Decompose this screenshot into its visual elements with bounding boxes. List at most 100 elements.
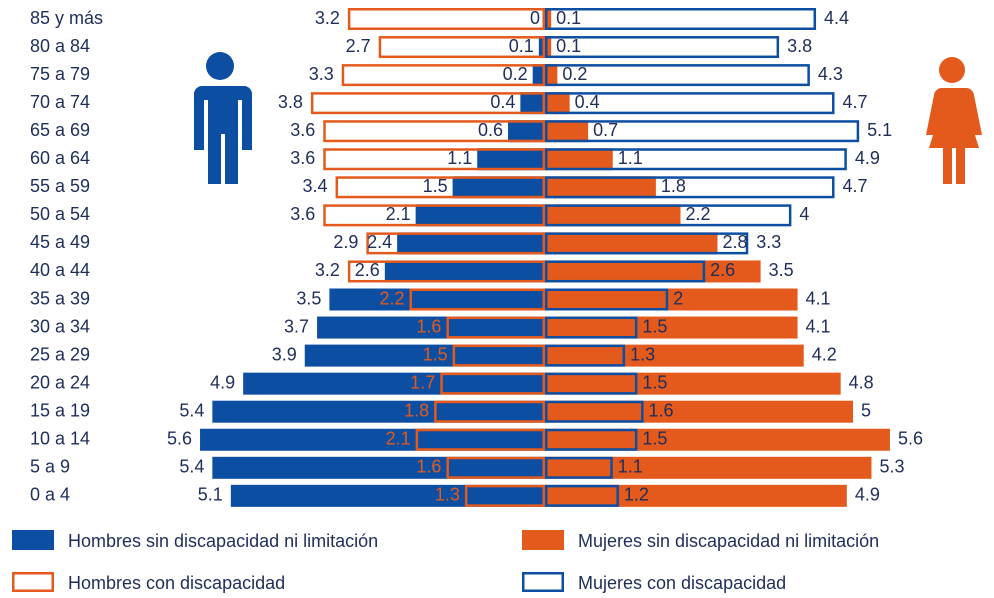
bar-outline (434, 400, 545, 423)
bar (545, 36, 552, 59)
value-label: 1.6 (416, 457, 441, 477)
value-label: 1.6 (416, 316, 441, 336)
value-label: 4.7 (843, 176, 868, 196)
bar (545, 456, 872, 479)
value-label: 0.1 (556, 8, 581, 28)
value-label: 3.6 (290, 148, 315, 168)
bar-outline (341, 64, 545, 87)
value-label: 3.8 (278, 92, 303, 112)
value-label: 4.3 (818, 64, 843, 84)
bar (545, 176, 656, 199)
bar (545, 344, 804, 367)
bar-outline (545, 8, 817, 30)
value-label: 4.1 (806, 316, 831, 336)
bar (532, 64, 545, 87)
value-label: 1.1 (447, 148, 472, 168)
legend-swatch (522, 572, 564, 592)
value-label: 1.7 (410, 372, 435, 392)
bar-outline (545, 232, 749, 255)
bar-outline (366, 232, 545, 255)
y-tick-label: 30 a 34 (30, 316, 90, 336)
value-label: 2.2 (379, 288, 404, 308)
bar (545, 400, 853, 423)
bar-outline (415, 428, 546, 451)
bar-outline (446, 316, 545, 339)
value-label: 4.9 (855, 485, 880, 505)
bar-outline (452, 344, 546, 367)
value-label: 0.4 (490, 92, 515, 112)
value-label: 3.2 (315, 8, 340, 28)
bar (200, 428, 546, 451)
bar (545, 372, 841, 395)
value-label: 2.9 (333, 232, 358, 252)
bar (317, 316, 545, 339)
value-label: 5.6 (898, 429, 923, 449)
y-tick-label: 10 a 14 (30, 429, 90, 449)
y-tick-label: 40 a 44 (30, 260, 90, 280)
woman-icon (926, 57, 982, 184)
value-label: 0.4 (575, 92, 600, 112)
y-tick-label: 50 a 54 (30, 204, 90, 224)
bar (212, 400, 546, 423)
value-label: 1.8 (661, 176, 686, 196)
bar-outline (347, 8, 545, 30)
bar (545, 64, 558, 87)
bar-outline (545, 372, 638, 395)
value-label: 2.6 (355, 260, 380, 280)
value-label: 1.1 (618, 148, 643, 168)
bar (243, 372, 545, 395)
y-tick-label: 60 a 64 (30, 148, 90, 168)
y-tick-label: 25 a 29 (30, 344, 90, 364)
bar-outline (545, 400, 644, 423)
y-tick-label: 85 y más (30, 8, 103, 28)
bar-outline (545, 456, 613, 479)
bar (304, 344, 545, 367)
bar (545, 316, 798, 339)
bar (545, 120, 589, 143)
bar (477, 148, 545, 171)
value-label: 2.7 (346, 36, 371, 56)
value-label: 3.2 (315, 260, 340, 280)
bar-outline (545, 344, 626, 367)
legend-label: Hombres sin discapacidad ni limitación (68, 531, 378, 551)
bar (545, 484, 847, 507)
bar (545, 260, 761, 283)
bar-outline (545, 288, 669, 311)
value-label: 5.1 (198, 485, 223, 505)
bar-outline (545, 64, 810, 87)
value-label: 4 (799, 204, 809, 224)
bar (538, 36, 545, 59)
value-label: 3.5 (296, 288, 321, 308)
value-label: 0.2 (562, 64, 587, 84)
y-tick-label: 15 a 19 (30, 400, 90, 420)
value-label: 1.8 (404, 400, 429, 420)
value-label: 3.9 (272, 344, 297, 364)
value-label: 0.2 (503, 64, 528, 84)
value-label: 4.4 (824, 8, 849, 28)
value-label: 3.8 (787, 36, 812, 56)
y-tick-label: 45 a 49 (30, 232, 90, 252)
value-label: 3.6 (290, 120, 315, 140)
legend-swatch (12, 530, 54, 550)
value-label: 1.5 (642, 429, 667, 449)
bar-outline (440, 372, 545, 395)
bar-outline (378, 36, 545, 59)
value-label: 4.2 (812, 344, 837, 364)
bar (545, 428, 890, 451)
bar-outline (545, 176, 835, 199)
value-label: 1.6 (649, 400, 674, 420)
bar-outline (545, 204, 792, 227)
bar-outline (323, 204, 545, 227)
y-tick-label: 65 a 69 (30, 120, 90, 140)
legend-swatch (12, 572, 54, 592)
legend-label: Hombres con discapacidad (68, 573, 285, 593)
value-label: 2 (673, 288, 683, 308)
value-label: 5.4 (179, 400, 204, 420)
value-label: 3.7 (284, 316, 309, 336)
bar (384, 260, 545, 283)
value-label: 5.4 (179, 457, 204, 477)
value-label: 0.1 (556, 36, 581, 56)
bar-outline (545, 260, 706, 283)
bar (545, 8, 552, 30)
